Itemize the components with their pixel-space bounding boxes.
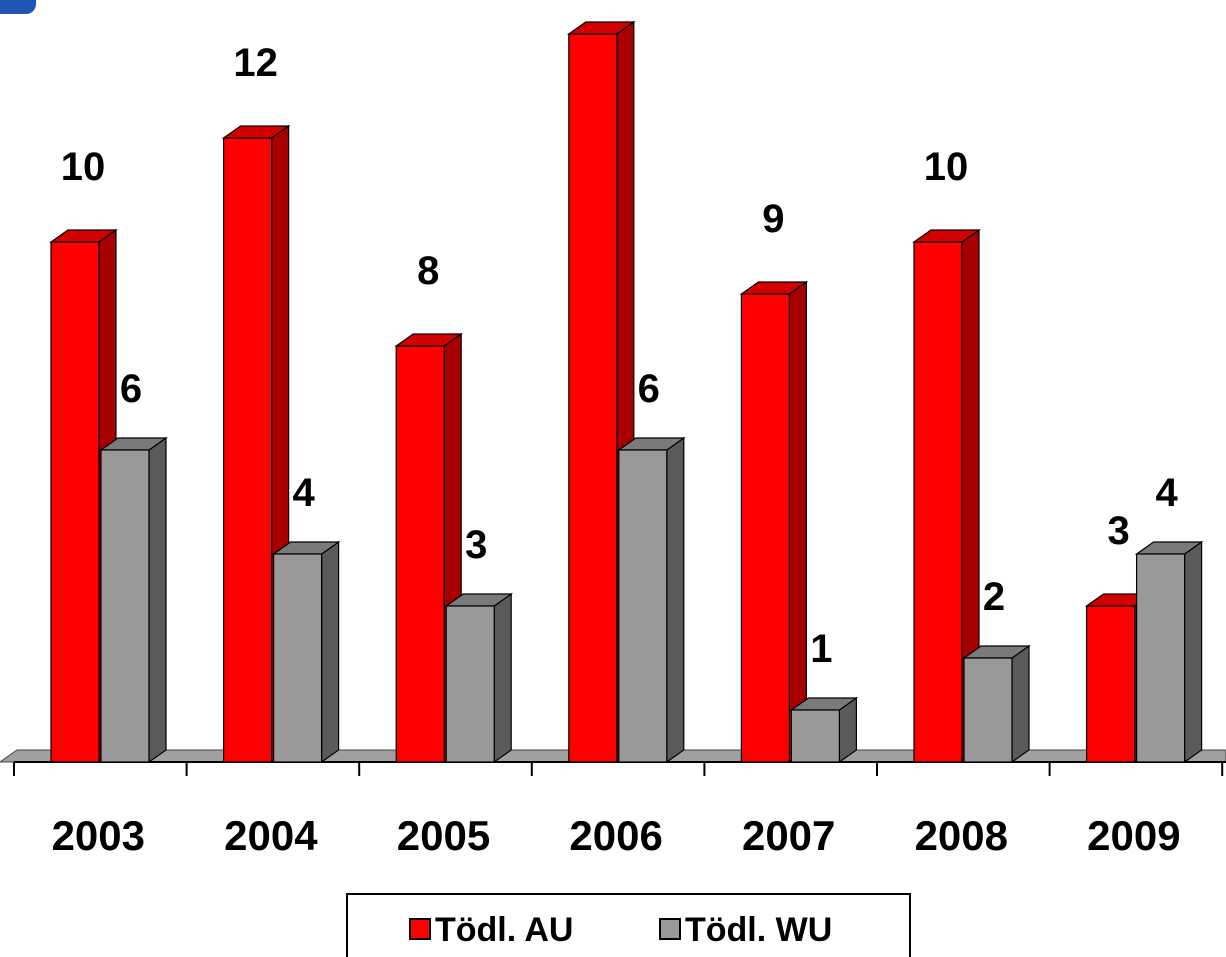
data-label-t-dl-wu-2005: 3	[465, 523, 487, 567]
data-label-t-dl-au-2003: 10	[61, 145, 106, 189]
x-tick-label-2009: 2009	[1087, 812, 1180, 859]
data-label-t-dl-wu-2006: 6	[638, 367, 660, 411]
data-label-t-dl-au-2005: 8	[417, 249, 439, 293]
bar-t-dl-wu-2007-front	[791, 710, 839, 762]
bar-t-dl-wu-2003-front	[101, 450, 149, 762]
legend: Tödl. AU Tödl. WU	[347, 894, 910, 957]
bar-t-dl-au-2007-side	[789, 282, 806, 762]
bar-t-dl-wu-2008-side	[1012, 646, 1029, 762]
x-axis	[14, 762, 1226, 776]
bar-t-dl-wu-2009	[1137, 542, 1202, 762]
bar-t-dl-wu-2007	[791, 698, 856, 762]
x-tick-label-2008: 2008	[915, 812, 1008, 859]
bar-t-dl-au-2008-front	[914, 242, 962, 762]
bar-t-dl-wu-2009-side	[1185, 542, 1202, 762]
tick-labels-group: 2003 2004 2005 2006 2007 2008 2009	[52, 812, 1181, 859]
bar-t-dl-wu-2003	[101, 438, 166, 762]
legend-label-t-dl-wu: Tödl. WU	[685, 911, 832, 949]
x-tick-label-2006: 2006	[569, 812, 662, 859]
bar-t-dl-wu-2004-side	[322, 542, 339, 762]
bar-t-dl-wu-2008	[964, 646, 1029, 762]
data-label-t-dl-au-2007: 9	[762, 197, 784, 241]
x-tick-label-2003: 2003	[52, 812, 145, 859]
data-label-t-dl-au-2009: 3	[1107, 509, 1129, 553]
legend-swatch-t-dl-au	[410, 919, 430, 939]
bar-t-dl-wu-2009-front	[1137, 554, 1185, 762]
bar-t-dl-au-2004-front	[224, 138, 272, 762]
bar-t-dl-wu-2004	[274, 542, 339, 762]
bar-t-dl-wu-2006-side	[667, 438, 684, 762]
data-label-t-dl-wu-2009: 4	[1155, 471, 1178, 515]
x-tick-label-2004: 2004	[224, 812, 318, 859]
bar-t-dl-au-2003-front	[51, 242, 99, 762]
bar-t-dl-au-2007	[741, 282, 806, 762]
bar-t-dl-wu-2008-front	[964, 658, 1012, 762]
legend-label-t-dl-au: Tödl. AU	[435, 911, 574, 949]
data-label-t-dl-wu-2007: 1	[810, 627, 832, 671]
bar-t-dl-wu-2005-front	[446, 606, 494, 762]
data-label-t-dl-wu-2004: 4	[292, 471, 315, 515]
bar-t-dl-au-2009-front	[1087, 606, 1135, 762]
data-label-t-dl-wu-2003: 6	[120, 367, 142, 411]
bar-t-dl-au-2006-front	[569, 34, 617, 762]
bar-t-dl-au-2005-front	[396, 346, 444, 762]
bar-t-dl-wu-2005-side	[494, 594, 511, 762]
bar-t-dl-wu-2004-front	[274, 554, 322, 762]
data-label-t-dl-wu-2008: 2	[983, 575, 1005, 619]
bar-t-dl-wu-2003-side	[149, 438, 166, 762]
bar-t-dl-wu-2006-front	[619, 450, 667, 762]
bar-t-dl-au-2007-front	[741, 294, 789, 762]
legend-swatch-t-dl-wu	[660, 919, 680, 939]
data-label-t-dl-au-2008: 10	[924, 145, 969, 189]
bars-group	[51, 22, 1202, 762]
bar-t-dl-wu-2005	[446, 594, 511, 762]
x-tick-label-2007: 2007	[742, 812, 835, 859]
data-label-t-dl-au-2004: 12	[233, 41, 278, 85]
x-tick-label-2005: 2005	[397, 812, 490, 859]
bar-t-dl-wu-2006	[619, 438, 684, 762]
